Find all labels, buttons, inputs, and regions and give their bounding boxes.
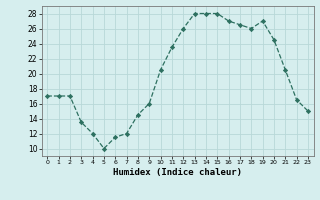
X-axis label: Humidex (Indice chaleur): Humidex (Indice chaleur): [113, 168, 242, 177]
